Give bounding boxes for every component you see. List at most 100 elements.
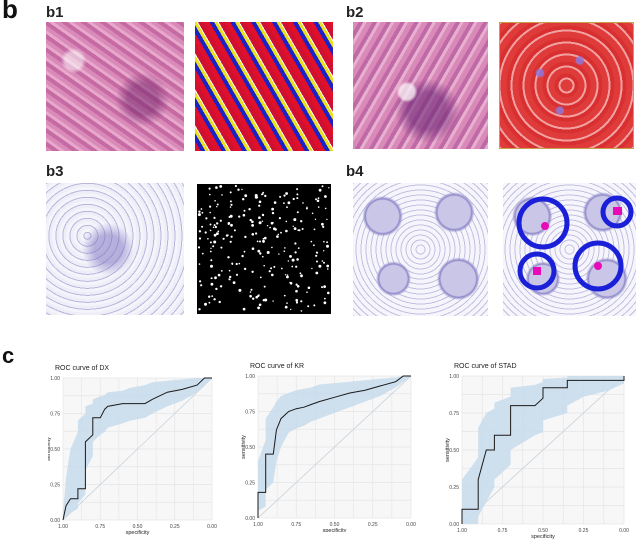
mask-dot	[214, 276, 217, 280]
mask-dot	[262, 191, 265, 194]
mask-dot	[262, 255, 264, 258]
subpanel-b4-label: b4	[346, 163, 364, 180]
mask-dot	[198, 263, 201, 265]
mask-dot	[271, 246, 273, 249]
y-tick-label: 1.00	[245, 374, 255, 380]
x-tick-label: 0.00	[406, 522, 416, 528]
mask-dot	[242, 307, 246, 311]
mask-dot	[220, 270, 223, 272]
mask-dot	[316, 260, 318, 263]
mask-dot	[284, 274, 287, 276]
x-tick-label: 0.00	[207, 524, 217, 530]
mask-dot	[286, 274, 289, 276]
mask-dot	[271, 273, 274, 277]
roc-curve-line	[461, 376, 625, 524]
crypt-detection-circle	[600, 195, 634, 229]
y-tick-label: 1.00	[449, 374, 459, 380]
mask-dot	[302, 202, 304, 204]
x-axis-label: specificity	[323, 528, 347, 532]
mask-dot	[317, 206, 320, 208]
mask-dot	[283, 294, 286, 297]
mask-dot	[216, 232, 219, 235]
mask-dot	[209, 229, 212, 232]
mask-dot	[272, 222, 274, 224]
mask-dot	[324, 195, 327, 198]
x-tick-label: 0.25	[170, 524, 180, 530]
mask-dot	[296, 258, 299, 261]
mask-dot	[229, 191, 232, 194]
mask-dot	[296, 188, 299, 191]
mask-dot	[258, 221, 262, 225]
mask-dot	[249, 291, 252, 293]
crypt-detection-circle	[517, 251, 557, 291]
mask-dot	[291, 265, 294, 268]
mask-dot	[213, 240, 217, 244]
mask-dot	[227, 234, 229, 236]
mask-dot	[284, 305, 288, 309]
mask-dot	[229, 200, 232, 203]
mask-dot	[255, 232, 258, 235]
mask-dot	[324, 207, 327, 210]
mask-dot	[286, 206, 288, 209]
mask-dot	[294, 251, 297, 254]
mask-dot	[235, 262, 238, 266]
x-tick-label: 1.00	[457, 528, 467, 534]
mask-dot	[201, 225, 204, 228]
mask-dot	[258, 200, 262, 204]
mask-dot	[229, 206, 232, 208]
mask-dot	[300, 274, 303, 278]
mask-dot	[323, 240, 325, 243]
y-axis-label: sensitivity	[241, 435, 247, 459]
b4-detection-overlay	[516, 195, 634, 292]
mask-dot	[243, 250, 246, 253]
mask-dot	[318, 188, 322, 192]
roc-chart-stad-svg: 1.00 0.75 0.50 0.25 0.00 0.00 0.25 0.50 0.75 1.00…	[445, 363, 629, 540]
b3-stained-tissue-image	[46, 183, 184, 315]
mask-dot	[280, 267, 283, 270]
reference-diagonal	[257, 375, 412, 519]
mask-dot	[228, 216, 231, 218]
mask-dot	[264, 194, 267, 198]
mask-dot	[326, 241, 328, 244]
roc-chart-kr: 1.00 0.75 0.50 0.25 0.00 0.00 0.25 0.50 0.75 1.00…	[228, 352, 423, 532]
x-tick-label: 0.00	[619, 528, 629, 534]
mask-dot	[259, 252, 262, 255]
mask-dot	[229, 275, 232, 279]
mask-dot	[262, 240, 265, 243]
mask-dot	[326, 264, 330, 268]
crypt-detection-circle	[516, 196, 570, 250]
mask-dot	[263, 264, 265, 267]
mask-dot	[234, 184, 237, 188]
mask-dot	[200, 285, 202, 287]
mask-dot	[276, 235, 279, 238]
b4-stained-crypts-image	[353, 183, 488, 316]
mask-dot	[296, 285, 300, 288]
mask-dot	[211, 295, 214, 297]
mask-dot	[259, 240, 261, 243]
mask-dot	[262, 237, 265, 240]
mask-dot	[286, 302, 288, 304]
mask-dot	[315, 271, 319, 275]
b3-mask-dots	[197, 184, 330, 312]
mask-dot	[201, 211, 204, 214]
mask-dot	[219, 185, 223, 188]
mask-dot	[305, 207, 308, 210]
mask-dot	[314, 218, 317, 220]
mask-dot	[201, 252, 204, 255]
roc-chart-kr-svg: 1.00 0.75 0.50 0.25 0.00 0.00 0.25 0.50 0.75 1.00…	[241, 363, 416, 532]
mask-dot	[285, 229, 288, 233]
mask-dot	[316, 252, 319, 254]
mask-dot	[295, 283, 298, 286]
mask-dot	[324, 297, 326, 300]
mask-dot	[238, 262, 241, 265]
mask-dot	[301, 228, 304, 230]
b1-segmentation-map-image	[195, 22, 333, 151]
mask-dot	[310, 240, 313, 243]
mask-dot	[243, 267, 247, 271]
x-tick-label: 0.75	[291, 522, 301, 528]
mask-dot	[229, 240, 232, 243]
x-tick-label: 0.50	[538, 528, 548, 534]
mask-dot	[287, 260, 289, 262]
mask-dot	[220, 246, 223, 249]
mask-dot	[228, 269, 231, 272]
